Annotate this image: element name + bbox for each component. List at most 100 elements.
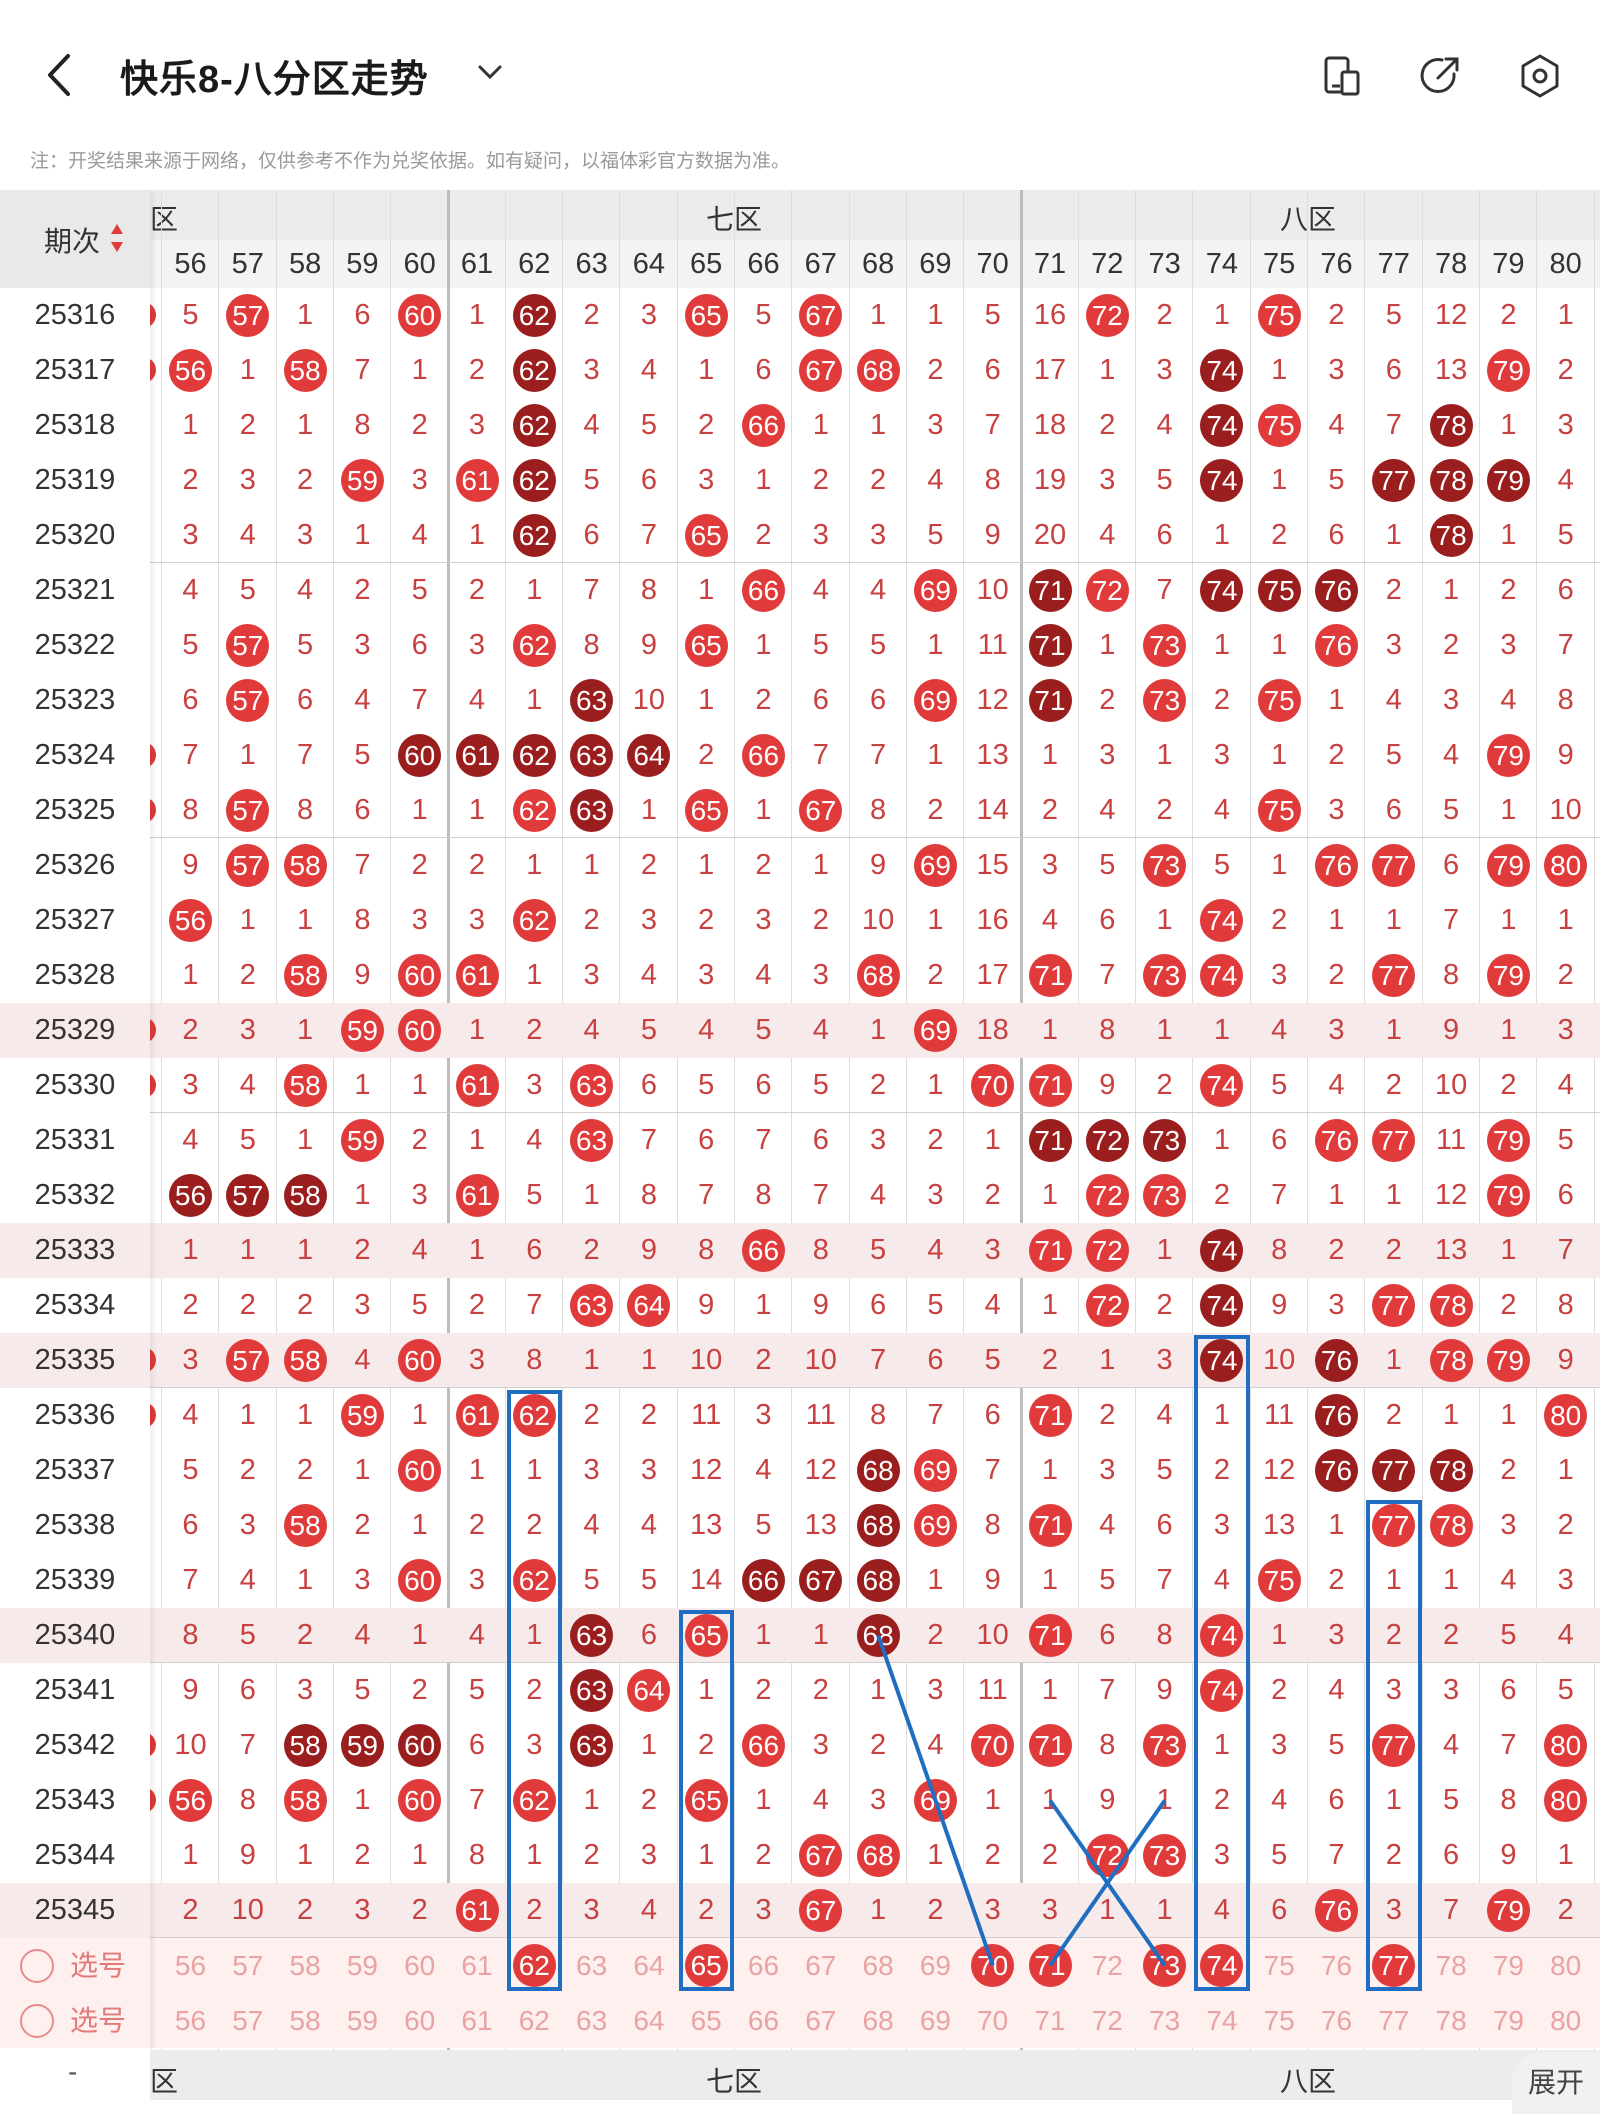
drawn-number-ball: 71 <box>1028 1064 1072 1107</box>
select-number-row[interactable]: 56 57 58 59 60 61 62 63 64 65 66 67 68 69 70 71 72 73 74 75… <box>150 1938 1600 1993</box>
annotation-box <box>678 1610 734 1991</box>
missing-count: 2 <box>1213 1179 1230 1211</box>
drawn-number-ball: 60 <box>398 734 442 777</box>
selectable-number[interactable]: 60 <box>404 2005 436 2036</box>
period-number: 25320 <box>34 519 116 551</box>
column-header-56: 56 <box>174 248 207 280</box>
selectable-number[interactable]: 59 <box>346 1950 378 1981</box>
missing-count: 1 <box>239 904 256 936</box>
selectable-number[interactable]: 71 <box>1034 2005 1066 2036</box>
missing-count: 11 <box>1436 1124 1467 1156</box>
missing-count: 7 <box>870 1344 887 1376</box>
missing-count: 1 <box>526 959 543 991</box>
selectable-number[interactable]: 64 <box>633 1950 665 1981</box>
selectable-number[interactable]: 56 <box>174 1950 207 1981</box>
selected-number-ball[interactable]: 77 <box>1372 1944 1416 1987</box>
selectable-number[interactable]: 69 <box>919 1950 951 1981</box>
missing-count: 2 <box>1156 1069 1173 1101</box>
selectable-number[interactable]: 72 <box>1091 2005 1123 2036</box>
selected-number-ball[interactable]: 65 <box>684 1944 728 1987</box>
selected-number-ball[interactable]: 74 <box>1200 1944 1244 1987</box>
column-header-64: 64 <box>632 248 666 280</box>
selectable-number[interactable]: 77 <box>1378 2005 1410 2036</box>
selectable-number[interactable]: 66 <box>747 1950 780 1981</box>
table-row: 1 1 1 2 4 1 6 2 9 8 66 8 5 4 3 71 72 1 74 8 2 2 13 1 7 <box>150 1223 1600 1278</box>
selectable-number[interactable]: 68 <box>862 2005 894 2036</box>
missing-count: 8 <box>182 794 199 826</box>
missing-count: 16 <box>976 904 1009 936</box>
missing-count: 3 <box>812 519 829 551</box>
missing-count: 1 <box>1328 684 1345 716</box>
missing-count: 2 <box>870 1729 887 1761</box>
drawn-number-ball: 75 <box>1257 569 1301 612</box>
missing-count: 1 <box>297 1014 314 1046</box>
selectable-number[interactable]: 58 <box>289 2005 321 2036</box>
select-number-row[interactable]: 56 57 58 59 60 61 62 63 64 65 66 67 68 69 70 71 72 73 74 75… <box>150 1993 1600 2048</box>
drawn-number-ball: 76 <box>1315 624 1358 667</box>
selectable-number[interactable]: 76 <box>1320 1950 1353 1981</box>
selectable-number[interactable]: 73 <box>1149 2005 1181 2036</box>
drawn-number-ball: 64 <box>627 734 671 777</box>
selectable-number[interactable]: 59 <box>346 2005 378 2036</box>
selectable-number[interactable]: 76 <box>1320 2005 1353 2036</box>
selectable-number[interactable]: 58 <box>289 1950 321 1981</box>
selectable-number[interactable]: 63 <box>576 2005 608 2036</box>
selectable-number[interactable]: 69 <box>919 2005 951 2036</box>
selectable-number[interactable]: 79 <box>1492 1950 1524 1981</box>
selectable-number[interactable]: 79 <box>1492 2005 1524 2036</box>
missing-count: 3 <box>870 1124 887 1156</box>
select-row-label[interactable]: 选号 <box>0 1938 150 1993</box>
selectable-number[interactable]: 75 <box>1263 2005 1295 2036</box>
selected-number-ball[interactable]: 62 <box>512 1944 556 1987</box>
selectable-number[interactable]: 66 <box>747 2005 780 2036</box>
missing-count: 1 <box>755 794 772 826</box>
missing-count: 2 <box>755 1344 772 1376</box>
selected-number-ball[interactable]: 73 <box>1143 1944 1187 1987</box>
selectable-number[interactable]: 67 <box>805 1950 837 1981</box>
selectable-number[interactable]: 61 <box>461 2005 493 2036</box>
selectable-number[interactable]: 62 <box>518 2005 550 2036</box>
column-header-73: 73 <box>1148 248 1181 280</box>
selectable-number[interactable]: 75 <box>1263 1950 1295 1981</box>
radio-circle-icon[interactable] <box>20 1949 54 1983</box>
selectable-number[interactable]: 61 <box>461 1950 493 1981</box>
selectable-number[interactable]: 72 <box>1091 1950 1123 1981</box>
selected-number-ball[interactable]: 71 <box>1028 1944 1072 1987</box>
chevron-down-icon[interactable] <box>472 54 508 90</box>
selectable-number[interactable]: 63 <box>576 1950 608 1981</box>
selectable-number[interactable]: 57 <box>232 2005 264 2036</box>
settings-icon[interactable] <box>1516 52 1564 100</box>
radio-circle-icon[interactable] <box>20 2004 54 2038</box>
sort-icon[interactable] <box>110 222 124 254</box>
selectable-number[interactable]: 80 <box>1550 1950 1582 1981</box>
selectable-number[interactable]: 67 <box>805 2005 837 2036</box>
missing-count: 2 <box>468 1509 486 1541</box>
page-title[interactable]: 快乐8-八分区走势 <box>120 59 429 101</box>
selectable-number[interactable]: 80 <box>1550 2005 1582 2036</box>
select-row-label[interactable]: 选号 <box>0 1993 150 2048</box>
selectable-number[interactable]: 74 <box>1206 2005 1238 2036</box>
selectable-number[interactable]: 78 <box>1435 1950 1467 1981</box>
device-switch-icon[interactable] <box>1318 52 1366 100</box>
missing-count: 5 <box>640 1014 657 1046</box>
period-header[interactable]: 期次 <box>0 190 150 288</box>
missing-count: 9 <box>870 849 887 881</box>
back-arrow-icon[interactable] <box>40 50 80 100</box>
selectable-number[interactable]: 68 <box>862 1950 894 1981</box>
selectable-number[interactable]: 65 <box>690 2005 722 2036</box>
missing-count: 1 <box>297 1564 314 1596</box>
selected-number-ball[interactable]: 70 <box>971 1944 1015 1987</box>
selectable-number[interactable]: 56 <box>174 2005 207 2036</box>
missing-count: 3 <box>1328 354 1345 386</box>
expand-button[interactable]: 展开 <box>1512 2052 1600 2114</box>
selectable-number[interactable]: 57 <box>232 1950 264 1981</box>
missing-count: 6 <box>354 299 371 331</box>
share-icon[interactable] <box>1416 52 1464 100</box>
drawn-number-ball: 79 <box>1486 1174 1530 1217</box>
missing-count: 8 <box>870 1399 887 1431</box>
missing-count: 4 <box>182 1399 199 1431</box>
selectable-number[interactable]: 60 <box>404 1950 436 1981</box>
selectable-number[interactable]: 78 <box>1435 2005 1467 2036</box>
selectable-number[interactable]: 64 <box>633 2005 665 2036</box>
selectable-number[interactable]: 70 <box>977 2005 1009 2036</box>
